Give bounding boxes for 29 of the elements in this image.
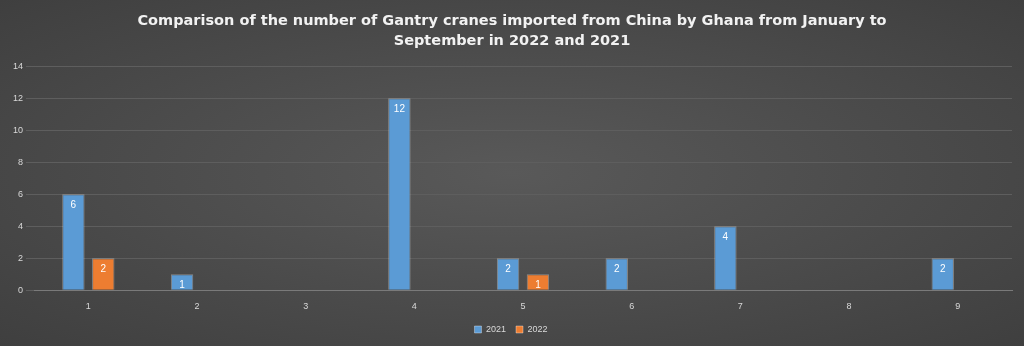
data-label: 12 <box>393 103 406 115</box>
y-tick-label: 2 <box>18 252 24 263</box>
data-label: 2 <box>613 262 620 274</box>
data-label: 2 <box>100 262 107 274</box>
x-tick-label: 3 <box>303 301 309 312</box>
x-tick-label: 9 <box>955 301 961 312</box>
data-label: 6 <box>70 199 77 211</box>
data-label: 2 <box>505 262 512 274</box>
data-label: 4 <box>722 231 729 243</box>
data-label: 1 <box>179 278 186 290</box>
x-tick-label: 5 <box>520 301 526 312</box>
x-tick-label: 2 <box>194 301 200 312</box>
x-tick-label: 4 <box>411 301 417 312</box>
legend-label: 2022 <box>527 323 548 334</box>
legend-label: 2021 <box>485 323 507 334</box>
y-tick-label: 14 <box>13 60 24 71</box>
x-tick-label: 6 <box>629 301 635 312</box>
x-tick-label: 7 <box>737 301 743 312</box>
y-tick-label: 12 <box>13 92 24 103</box>
x-tick-label: 8 <box>846 301 852 312</box>
y-tick-label: 6 <box>18 188 24 199</box>
chart-title: Comparison of the number of Gantry cranes imported from China by Ghana from January to September in 2022 and 2021 <box>136 11 888 50</box>
data-label: 1 <box>535 278 542 290</box>
y-tick-label: 10 <box>13 124 24 135</box>
y-tick-label: 0 <box>18 284 24 295</box>
y-tick-label: 4 <box>18 220 24 231</box>
x-tick-label: 1 <box>85 301 91 312</box>
data-label: 2 <box>939 262 946 274</box>
y-tick-label: 8 <box>18 156 24 167</box>
